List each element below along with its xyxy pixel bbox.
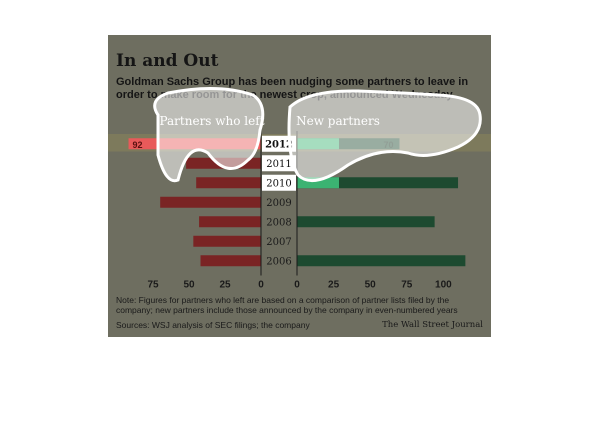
year-label-2011: 2011: [266, 159, 291, 170]
chart-credit: The Wall Street Journal: [382, 320, 483, 330]
data-label-left-2012: 92: [133, 140, 143, 150]
tick-left-25: 25: [219, 280, 231, 291]
year-label-2008: 2008: [266, 217, 291, 228]
year-label-2012: 2012: [265, 139, 293, 150]
year-box-2012: [262, 135, 296, 152]
bar-left-2006: [200, 255, 261, 267]
year-label-2009: 2009: [266, 198, 291, 209]
year-box-2010: [262, 174, 296, 191]
tick-right-0: 0: [294, 280, 300, 291]
marker-blob-right: [287, 89, 482, 183]
year-label-2010: 2010: [266, 178, 291, 189]
bar-chart: 2012 2011 2010 2009 2008 2007 2006 75 50 25 0 0 25 5…: [108, 87, 491, 291]
year-label-2007: 2007: [266, 237, 291, 248]
tick-left-50: 50: [183, 280, 195, 291]
tick-left-75: 75: [147, 280, 159, 291]
tick-left-0: 0: [258, 280, 264, 291]
year-labels: 2012 2011 2010 2009 2008 2007 2006: [262, 135, 296, 267]
chart-card: In and Out Goldman Sachs Group has been …: [108, 35, 491, 337]
chart-title: In and Out: [116, 51, 219, 71]
tick-labels: 75 50 25 0 0 25 50 75 100: [147, 280, 452, 291]
bar-left-2008: [199, 216, 261, 228]
bar-new-2010: [297, 177, 459, 189]
bar-left-2010: [196, 177, 261, 189]
bar-new-2006: [297, 255, 466, 267]
tick-right-50: 50: [365, 280, 377, 291]
year-box-2011: [262, 155, 296, 172]
bar-left-2007: [193, 235, 261, 247]
chart-source: Sources: WSJ analysis of SEC filings; th…: [116, 320, 310, 330]
marker-blob-left: [153, 87, 265, 183]
tick-right-25: 25: [328, 280, 340, 291]
year-label-2006: 2006: [266, 256, 291, 267]
marker-highlights: [153, 87, 482, 183]
tick-right-75: 75: [401, 280, 413, 291]
bar-new-2008: [297, 216, 435, 228]
bar-new-glow-2010: [297, 177, 339, 189]
chart-note: Note: Figures for partners who left are …: [116, 295, 458, 315]
bar-left-2009: [160, 196, 261, 208]
tick-right-100: 100: [435, 280, 452, 291]
